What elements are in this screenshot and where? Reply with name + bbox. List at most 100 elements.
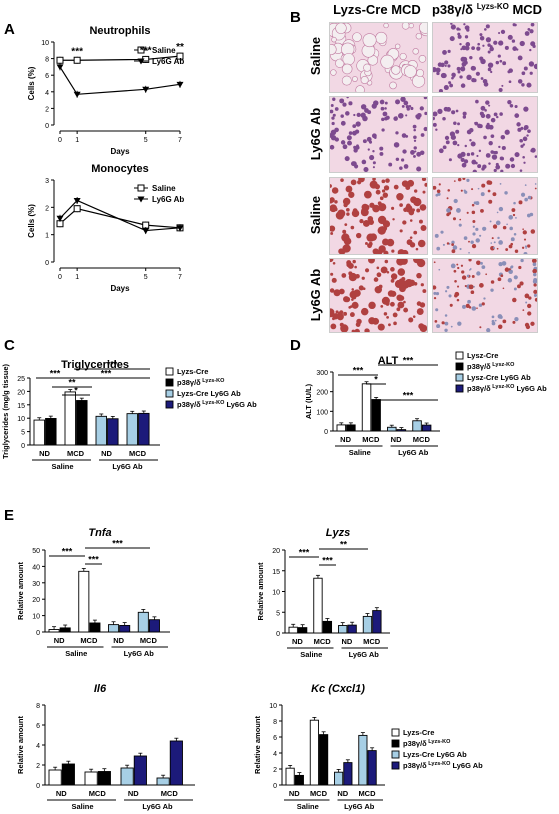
histology-texture-dot <box>357 180 362 185</box>
histology-texture-dot <box>442 145 447 150</box>
histology-texture-dot <box>331 36 337 43</box>
histology-texture <box>330 259 427 332</box>
alt-legend-swatch <box>455 351 464 360</box>
histology-texture-dot <box>498 40 503 46</box>
histology-texture-dot <box>493 112 498 117</box>
triglycerides-ylabel: Triglycerides (mg/g tissue) <box>1 363 10 459</box>
histology-texture-dot <box>469 55 473 60</box>
monocytes-xtick-label: 1 <box>75 274 79 281</box>
histology-texture-dot <box>479 56 484 61</box>
histology-texture-dot <box>530 321 535 326</box>
histology-texture-dot <box>530 23 535 27</box>
histology-texture-dot <box>341 273 347 278</box>
histology-texture-dot <box>495 220 501 226</box>
histology-texture-dot <box>408 104 412 108</box>
il6-group-label: ND <box>128 789 139 798</box>
il6-bar <box>133 755 147 786</box>
histology-texture-dot <box>479 111 484 116</box>
histology-texture-dot <box>401 133 407 138</box>
triglycerides-title: Triglycerides <box>61 359 129 371</box>
histology-texture-dot <box>508 269 513 275</box>
histology-texture <box>330 178 427 254</box>
histology-texture-dot <box>343 237 352 245</box>
histology-texture-dot <box>402 149 407 154</box>
histology-texture-dot <box>438 268 441 271</box>
histology-texture-dot <box>391 65 401 75</box>
histology-texture-dot <box>410 196 417 204</box>
kc-bar <box>358 734 368 786</box>
histology-texture-dot <box>358 285 364 291</box>
histology-texture-dot <box>491 319 495 323</box>
histology-texture-dot <box>340 140 346 145</box>
histology-texture-dot <box>461 270 465 274</box>
histology-texture-dot <box>495 164 501 170</box>
histology-texture-dot <box>476 46 481 51</box>
histology-texture-dot <box>442 116 446 121</box>
histology-texture-dot <box>490 134 495 139</box>
histology-texture-dot <box>436 189 441 194</box>
histology-texture-dot <box>419 204 427 211</box>
monocytes-xtick-label: 7 <box>178 274 182 281</box>
histology-texture-dot <box>350 161 356 167</box>
histology-texture-dot <box>409 236 413 239</box>
il6-group-label: MCD <box>89 789 107 798</box>
histology-texture-dot <box>472 220 476 224</box>
histology-texture-dot <box>409 219 413 222</box>
histology-texture-dot <box>530 41 536 47</box>
histology-texture-dot <box>413 281 418 286</box>
histology-texture-dot <box>437 192 441 196</box>
histology-texture-dot <box>382 192 389 198</box>
histology-texture-dot <box>335 23 347 34</box>
lyzs-bar <box>338 625 348 634</box>
histology-texture-dot <box>498 145 501 149</box>
histology-texture-dot <box>330 69 337 76</box>
histology-texture-dot <box>527 244 531 248</box>
histology-texture-dot <box>466 274 470 278</box>
histology-texture <box>433 178 537 254</box>
histology-texture-dot <box>521 246 525 249</box>
histology-texture-dot <box>486 122 490 126</box>
histology-texture-dot <box>453 269 457 273</box>
triglycerides-sig: *** <box>50 369 61 379</box>
histology-texture-dot <box>522 228 524 230</box>
neutrophils-point <box>56 56 64 64</box>
triglycerides-ytick-label: 20 <box>17 389 25 396</box>
histology-texture-dot <box>493 241 496 244</box>
histology-texture-dot <box>482 44 485 47</box>
histology-texture-dot <box>527 311 532 316</box>
histology-texture-dot <box>412 315 416 318</box>
histology-texture-dot <box>330 259 334 263</box>
histology-texture-dot <box>343 296 350 303</box>
histology-texture-dot <box>510 242 514 246</box>
histology-texture-dot <box>497 54 501 58</box>
histology-texture-dot <box>464 144 468 148</box>
histology-texture-dot <box>438 183 441 186</box>
histology-texture-dot <box>332 113 336 117</box>
tnfa-ylabel: Relative amount <box>16 562 25 620</box>
alt-legend-swatch <box>455 384 464 393</box>
histology-texture-dot <box>488 124 494 130</box>
histology-texture-dot <box>330 204 338 213</box>
histology-texture-dot <box>416 301 422 306</box>
histology-texture-dot <box>416 112 422 118</box>
kc-ytick-label: 4 <box>273 751 277 758</box>
alt-sig: *** <box>403 356 414 366</box>
triglycerides-bar <box>126 413 138 446</box>
lyzs-bar <box>322 620 333 634</box>
histology-texture-dot <box>397 301 405 309</box>
histology-texture-dot <box>490 280 495 284</box>
histology-texture-dot <box>509 226 513 231</box>
alt-bar <box>387 426 397 432</box>
histology-texture-dot <box>497 314 503 319</box>
histology-texture-dot <box>446 208 451 213</box>
histology-texture-dot <box>419 23 427 34</box>
histology-texture-dot <box>382 220 391 228</box>
histology-texture-dot <box>468 251 470 254</box>
histology-texture-dot <box>336 313 344 321</box>
histology-row2-label: Ly6G Ab <box>308 108 323 161</box>
kc-legend-swatch <box>391 728 400 737</box>
histology-texture-dot <box>399 166 403 170</box>
histology-texture-dot <box>491 315 495 319</box>
histology-texture-dot <box>471 46 476 51</box>
histology-texture-dot <box>502 287 505 290</box>
